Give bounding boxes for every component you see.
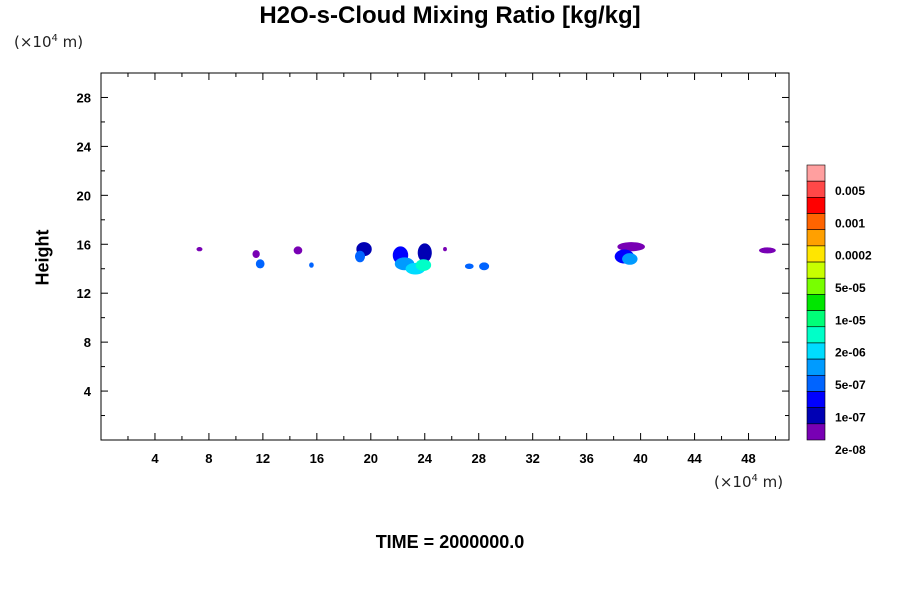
colorbar-swatch	[806, 164, 826, 182]
colorbar-swatch	[806, 229, 826, 247]
x-tick-label: 28	[471, 451, 485, 466]
colorbar-swatch	[806, 342, 826, 360]
cloud-patch-13	[464, 263, 474, 270]
colorbar-swatch	[806, 261, 826, 279]
colorbar-swatch	[806, 180, 826, 198]
cloud-patch-18	[759, 247, 776, 254]
x-tick-label: 24	[418, 451, 433, 466]
y-tick-label: 4	[84, 384, 92, 399]
colorbar-swatch	[806, 391, 826, 408]
cloud-patch-2	[255, 259, 265, 269]
cloud-patch-0	[196, 247, 203, 252]
y-tick-label: 24	[77, 139, 92, 154]
cloud-patch-12	[443, 247, 447, 252]
x-tick-label: 48	[741, 451, 755, 466]
x-tick-label: 16	[310, 451, 324, 466]
colorbar-label: 2e-08	[835, 443, 866, 457]
colorbar: 0.005 0.001 0.0002 5e-05 1e-05 2e-06 5e-07 1e-0…	[806, 164, 872, 457]
cloud-patch-3	[293, 246, 303, 255]
colorbar-swatch	[806, 407, 826, 425]
time-label: TIME = 2000000.0	[375, 532, 525, 552]
cloud-patch-17	[622, 253, 638, 265]
plot-frame	[100, 72, 790, 441]
colorbar-swatch	[806, 310, 826, 328]
y-tick-label: 12	[77, 286, 91, 301]
y-unit-prefix: (×10	[14, 33, 52, 51]
colorbar-swatch	[806, 358, 826, 376]
cloud-patch-1	[252, 250, 260, 259]
y-tick-label: 16	[77, 237, 91, 252]
cloud-patch-4	[309, 262, 314, 268]
cloud-patch-11	[415, 259, 432, 271]
colorbar-swatch	[806, 374, 826, 392]
x-tick-label: 40	[633, 451, 647, 466]
x-tick-label: 20	[364, 451, 378, 466]
colorbar-label: 1e-07	[835, 410, 866, 424]
x-tick-label: 8	[205, 451, 212, 466]
colorbar-swatch	[806, 197, 826, 214]
y-tick-label: 28	[77, 90, 91, 105]
x-unit-suffix: m)	[757, 473, 784, 491]
x-tick-label: 32	[525, 451, 539, 466]
colorbar-label: 5e-05	[835, 281, 866, 295]
cloud-patch-10	[417, 243, 432, 263]
x-tick-label: 44	[687, 451, 702, 466]
colorbar-label: 2e-06	[835, 346, 866, 360]
cloud-patch-15	[617, 242, 645, 252]
y-unit-suffix: m)	[57, 33, 84, 51]
colorbar-swatch	[806, 326, 826, 344]
x-tick-label: 12	[256, 451, 270, 466]
colorbar-swatch	[806, 213, 826, 231]
colorbar-label: 5e-07	[835, 378, 866, 392]
x-axis-unit: (×104 m)	[714, 473, 783, 491]
y-axis-unit: (×104 m)	[14, 33, 83, 51]
colorbar-swatch	[806, 423, 826, 441]
colorbar-swatch	[806, 294, 826, 311]
chart-title: H2O-s-Cloud Mixing Ratio [kg/kg]	[259, 2, 641, 29]
y-tick-label: 8	[84, 335, 91, 350]
colorbar-label: 1e-05	[835, 313, 866, 327]
y-tick-label: 20	[77, 188, 91, 203]
cloud-field	[196, 242, 776, 275]
colorbar-label: 0.001	[835, 216, 865, 230]
x-unit-exponent: 4	[751, 473, 758, 484]
cloud-patch-14	[479, 262, 490, 271]
colorbar-label: 0.005	[835, 184, 865, 198]
x-unit-prefix: (×10	[714, 473, 752, 491]
colorbar-label: 0.0002	[835, 249, 872, 263]
y-unit-exponent: 4	[51, 33, 58, 44]
x-tick-label: 4	[151, 451, 159, 466]
colorbar-swatch	[806, 245, 826, 263]
cloud-patch-6	[354, 250, 366, 263]
colorbar-swatch	[806, 277, 826, 295]
x-tick-label: 36	[579, 451, 593, 466]
